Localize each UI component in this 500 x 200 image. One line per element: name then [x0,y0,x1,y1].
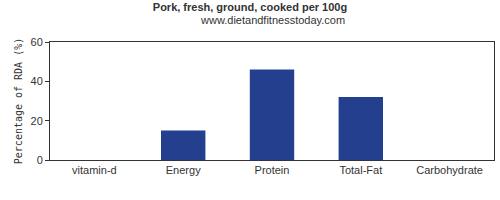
svg-text:Carbohydrate: Carbohydrate [416,164,483,176]
svg-text:Protein: Protein [255,164,290,176]
svg-text:Pork, fresh, ground, cooked pe: Pork, fresh, ground, cooked per 100g [153,1,347,13]
svg-text:Energy: Energy [166,164,201,176]
svg-text:www.dietandfitnesstoday.com: www.dietandfitnesstoday.com [200,14,345,26]
svg-text:60: 60 [31,36,43,48]
svg-text:20: 20 [31,115,43,127]
svg-text:40: 40 [31,75,43,87]
svg-text:Percentage of RDA (%): Percentage of RDA (%) [13,38,24,164]
svg-text:Total-Fat: Total-Fat [339,164,382,176]
svg-text:vitamin-d: vitamin-d [72,164,117,176]
svg-text:0: 0 [37,154,43,166]
